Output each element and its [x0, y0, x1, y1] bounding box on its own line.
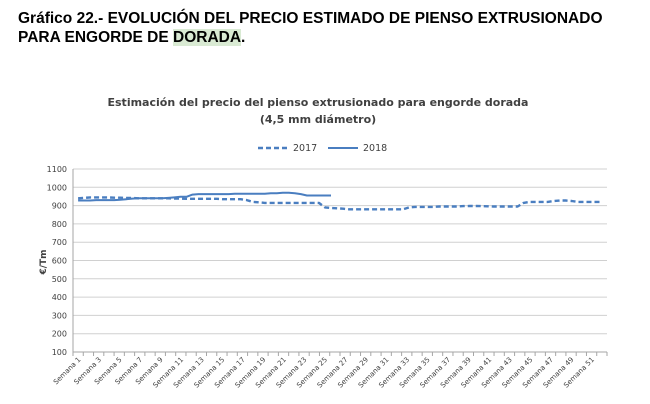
heading-highlight: DORADA	[173, 29, 242, 46]
heading-line-2-suffix: .	[241, 29, 246, 46]
y-tick-label: 900	[52, 202, 67, 211]
y-tick-label: 100	[52, 348, 67, 357]
y-axis-label: €/Tm	[39, 249, 49, 275]
heading-line-2: PARA ENGORDE DE DORADA.	[18, 28, 638, 47]
chart-title-line-2: (4,5 mm diámetro)	[260, 113, 376, 126]
y-tick-label: 600	[52, 257, 67, 266]
legend-label-2017: 2017	[293, 143, 317, 154]
y-tick-label: 800	[52, 220, 67, 229]
y-tick-label: 200	[52, 330, 67, 339]
heading-line-2-prefix: PARA ENGORDE DE	[18, 29, 174, 46]
y-tick-label: 400	[52, 293, 67, 302]
y-tick-label: 1100	[47, 165, 67, 174]
y-tick-label: 1000	[47, 183, 67, 192]
chart-title-line-1: Estimación del precio del pienso extrusi…	[108, 96, 529, 109]
heading-line-1: Gráfico 22.- EVOLUCIÓN DEL PRECIO ESTIMA…	[18, 10, 603, 27]
plot-area: 10020030040050060070080090010001100Seman…	[47, 165, 608, 389]
document-heading: Gráfico 22.- EVOLUCIÓN DEL PRECIO ESTIMA…	[18, 9, 638, 47]
y-tick-label: 300	[52, 311, 67, 320]
legend-label-2018: 2018	[363, 143, 387, 154]
y-tick-label: 500	[52, 275, 67, 284]
series-line-2018	[78, 191, 331, 202]
y-tick-label: 700	[52, 238, 67, 247]
legend: 2017 2018	[258, 143, 387, 154]
